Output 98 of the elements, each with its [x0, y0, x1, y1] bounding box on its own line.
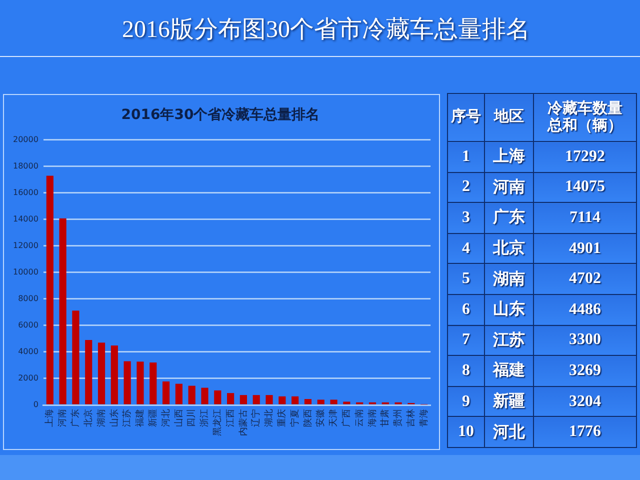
bar: [110, 346, 118, 404]
bar: [59, 218, 66, 404]
x-tick-label: 湖南: [96, 409, 107, 427]
text: 10: [448, 416, 484, 448]
bar: [136, 362, 144, 404]
bar: [252, 395, 260, 404]
bar: [304, 399, 312, 404]
text: 7: [448, 325, 484, 356]
bar: [330, 400, 338, 404]
bar: [188, 386, 196, 404]
text: 河南: [484, 172, 534, 203]
bar: [214, 390, 222, 404]
text: 4: [448, 233, 484, 264]
text: 3300: [534, 325, 636, 356]
bar: [98, 342, 106, 404]
bar: [343, 402, 350, 404]
text: 6: [448, 294, 484, 326]
y-tick-label: 0: [33, 400, 38, 410]
x-tick-label: 河南: [57, 409, 68, 427]
bar: [266, 395, 273, 404]
bar: [292, 396, 299, 404]
y-tick-label: 14000: [12, 214, 38, 224]
y-tick-label: 16000: [12, 188, 38, 197]
text: 4702: [534, 264, 636, 294]
bar: [240, 395, 247, 404]
text: 山东: [484, 294, 534, 326]
text: 上海: [484, 142, 534, 172]
text: 福建: [484, 356, 534, 386]
text: 冷藏车数量总和（辆）: [546, 100, 624, 134]
x-tick-label: 甘肃: [380, 409, 391, 427]
x-tick-label: 上海: [44, 409, 56, 427]
x-tick-label: 山东: [108, 409, 120, 427]
x-tick-label: 浙江: [199, 409, 210, 427]
x-tick-label: 新疆: [147, 409, 158, 427]
y-tick-label: 8000: [18, 294, 38, 303]
x-tick-label: 湖北: [264, 409, 275, 427]
bar: [46, 176, 54, 404]
text: 湖南: [484, 264, 534, 294]
text: 9: [448, 386, 484, 417]
text: 北京: [484, 233, 534, 264]
x-tick-label: 天津: [328, 409, 340, 427]
bar: [85, 340, 92, 404]
bar: [201, 388, 208, 404]
x-tick-label: 江苏: [122, 409, 133, 427]
x-tick-label: 北京: [82, 409, 94, 427]
chart-subtitle: 2016年30个省冷藏车总量排名: [121, 106, 320, 124]
text: 3204: [534, 386, 636, 417]
text: 3: [448, 202, 484, 234]
text: 1776: [534, 416, 636, 448]
chart-title: 2016版分布图30个省市冷藏车总量排名: [121, 16, 531, 45]
x-tick-label: 福建: [134, 409, 146, 427]
text: 1: [448, 142, 484, 172]
bar: [317, 400, 324, 404]
x-tick-label: 吉林: [406, 409, 417, 427]
y-tick-label: 2000: [18, 374, 38, 383]
x-tick-label: 辽宁: [250, 409, 262, 427]
y-tick-label: 18000: [12, 161, 38, 170]
text: 4486: [534, 294, 636, 326]
y-tick-label: 12000: [12, 240, 38, 250]
bar: [162, 381, 170, 404]
text: 17292: [534, 142, 636, 172]
text: 地区: [494, 109, 524, 125]
bar: [278, 396, 286, 404]
x-tick-label: 广西: [341, 409, 352, 427]
x-tick-label: 贵州: [392, 409, 404, 427]
x-tick-label: 陕西: [302, 409, 314, 427]
x-tick-label: 河北: [160, 409, 172, 427]
bar: [150, 362, 157, 404]
x-tick-label: 黑龙江: [212, 409, 223, 436]
y-tick-label: 10000: [12, 267, 38, 276]
y-tick-label: 6000: [18, 320, 38, 330]
x-tick-label: 广东: [70, 409, 82, 427]
x-tick-label: 海南: [366, 409, 378, 427]
bar: [227, 393, 234, 404]
bar: [72, 310, 80, 404]
bar: [124, 361, 131, 404]
x-tick-label: 重庆: [276, 409, 288, 427]
x-tick-label: 内蒙古: [238, 409, 249, 436]
text: 14075: [534, 172, 636, 203]
bar: [175, 384, 182, 404]
x-tick-label: 宁夏: [289, 409, 300, 427]
x-tick-label: 安徽: [315, 409, 326, 427]
x-tick-label: 山西: [173, 409, 184, 427]
y-tick-label: 20000: [12, 134, 38, 144]
y-tick-label: 4000: [18, 347, 38, 356]
text: 3269: [534, 356, 636, 386]
x-tick-label: 江西: [224, 409, 236, 427]
text: 2: [448, 172, 484, 203]
x-tick-label: 四川: [186, 409, 198, 427]
text: 7114: [534, 202, 636, 234]
x-tick-label: 青海: [418, 409, 430, 427]
text: 江苏: [484, 325, 534, 356]
text: 8: [448, 356, 484, 386]
text: 5: [448, 264, 484, 294]
text: 4901: [534, 233, 636, 264]
text: 序号: [451, 109, 481, 125]
text: 广东: [484, 202, 534, 234]
x-tick-label: 云南: [354, 409, 365, 427]
